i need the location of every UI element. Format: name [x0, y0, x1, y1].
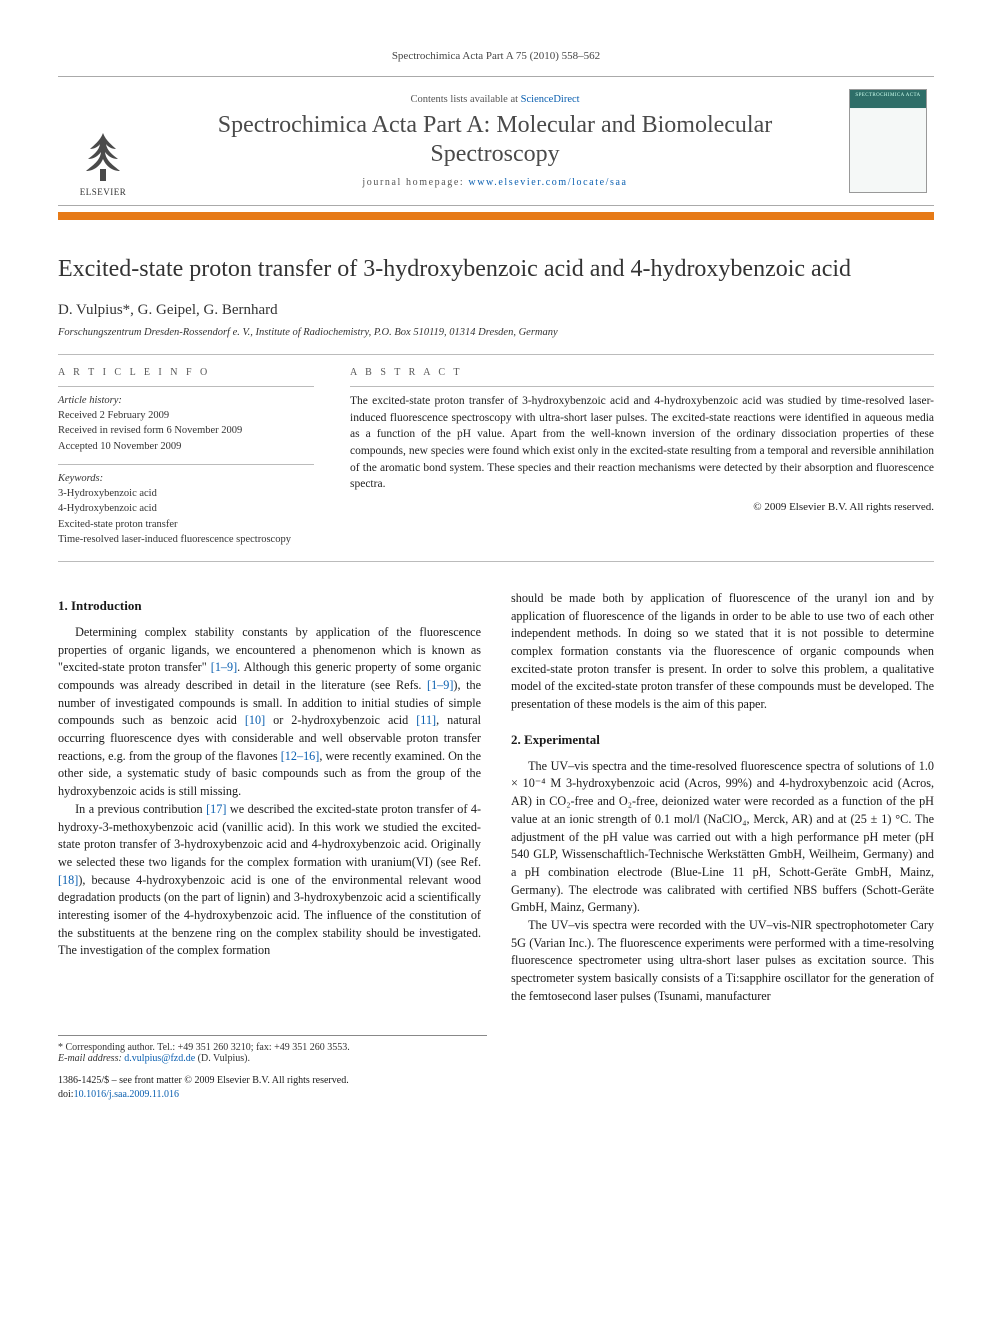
- front-matter-line: 1386-1425/$ – see front matter © 2009 El…: [58, 1074, 934, 1088]
- intro-para-1: Determining complex stability constants …: [58, 624, 481, 801]
- abstract-heading: A B S T R A C T: [350, 367, 934, 378]
- cover-thumb-block: SPECTROCHIMICA ACTA: [842, 77, 934, 205]
- keyword-1: 3-Hydroxybenzoic acid: [58, 486, 314, 501]
- journal-homepage-link[interactable]: www.elsevier.com/locate/saa: [468, 177, 627, 188]
- ref-12-16[interactable]: [12–16]: [281, 749, 320, 763]
- cover-thumb-label: SPECTROCHIMICA ACTA: [850, 93, 926, 98]
- ref-10[interactable]: [10]: [245, 713, 265, 727]
- p1d: or 2-hydroxybenzoic acid: [265, 713, 416, 727]
- journal-name: Spectrochimica Acta Part A: Molecular an…: [154, 111, 836, 169]
- p2a: In a previous contribution: [75, 802, 206, 816]
- ref-1-9a[interactable]: [1–9]: [211, 660, 237, 674]
- history-received: Received 2 February 2009: [58, 408, 314, 423]
- keywords-label: Keywords:: [58, 471, 314, 486]
- ref-11[interactable]: [11]: [416, 713, 436, 727]
- keyword-4: Time-resolved laser-induced fluorescence…: [58, 532, 314, 547]
- publisher-name: ELSEVIER: [80, 187, 127, 197]
- publisher-logo-block: ELSEVIER: [58, 77, 148, 205]
- exp-para-1: The UV–vis spectra and the time-resolved…: [511, 758, 934, 917]
- column-left: 1. Introduction Determining complex stab…: [58, 590, 481, 1005]
- journal-cover-thumb: SPECTROCHIMICA ACTA: [849, 89, 927, 193]
- elsevier-tree-icon: [77, 129, 129, 185]
- meta-row: A R T I C L E I N F O Article history: R…: [58, 361, 934, 547]
- history-label: Article history:: [58, 393, 314, 408]
- corresponding-author-footnote: * Corresponding author. Tel.: +49 351 26…: [58, 1035, 487, 1064]
- ref-18[interactable]: [18]: [58, 873, 78, 887]
- rule-below-meta: [58, 561, 934, 562]
- email-label: E-mail address:: [58, 1053, 124, 1064]
- affiliation: Forschungszentrum Dresden-Rossendorf e. …: [58, 327, 934, 338]
- article-info-heading: A R T I C L E I N F O: [58, 367, 314, 378]
- ref-17[interactable]: [17]: [206, 802, 226, 816]
- column-right: should be made both by application of fl…: [511, 590, 934, 1005]
- doi-link[interactable]: 10.1016/j.saa.2009.11.016: [74, 1089, 179, 1100]
- article-title: Excited-state proton transfer of 3-hydro…: [58, 254, 934, 284]
- history-revised: Received in revised form 6 November 2009: [58, 423, 314, 438]
- email-suffix: (D. Vulpius).: [195, 1053, 250, 1064]
- intro-para-2: In a previous contribution [17] we descr…: [58, 801, 481, 960]
- corr-email-link[interactable]: d.vulpius@fzd.de: [124, 1053, 195, 1064]
- abstract-body: The excited-state proton transfer of 3-h…: [350, 393, 934, 493]
- corr-author-line: * Corresponding author. Tel.: +49 351 26…: [58, 1042, 487, 1053]
- journal-homepage-line: journal homepage: www.elsevier.com/locat…: [154, 177, 836, 188]
- contents-prefix: Contents lists available at: [410, 94, 520, 105]
- sciencedirect-link[interactable]: ScienceDirect: [521, 94, 580, 105]
- rule-abstract: [350, 386, 934, 387]
- doi-prefix: doi:: [58, 1089, 74, 1100]
- orange-rule: [58, 212, 934, 220]
- contents-available-line: Contents lists available at ScienceDirec…: [154, 94, 836, 105]
- rule-above-meta: [58, 354, 934, 355]
- rule-keywords: [58, 464, 314, 465]
- homepage-prefix: journal homepage:: [362, 177, 468, 188]
- keyword-2: 4-Hydroxybenzoic acid: [58, 501, 314, 516]
- abstract-copyright: © 2009 Elsevier B.V. All rights reserved…: [350, 501, 934, 513]
- journal-masthead: ELSEVIER Contents lists available at Sci…: [58, 76, 934, 206]
- article-info-block: Article history: Received 2 February 200…: [58, 393, 314, 547]
- intro-para-3: should be made both by application of fl…: [511, 590, 934, 714]
- ref-1-9b[interactable]: [1–9]: [427, 678, 453, 692]
- page-footer: 1386-1425/$ – see front matter © 2009 El…: [58, 1074, 934, 1102]
- keyword-3: Excited-state proton transfer: [58, 517, 314, 532]
- section-experimental-heading: 2. Experimental: [511, 732, 934, 748]
- history-accepted: Accepted 10 November 2009: [58, 439, 314, 454]
- body-columns: 1. Introduction Determining complex stab…: [58, 590, 934, 1005]
- p2c: ), because 4-hydroxybenzoic acid is one …: [58, 873, 481, 958]
- authors-line: D. Vulpius*, G. Geipel, G. Bernhard: [58, 302, 934, 319]
- rule-info: [58, 386, 314, 387]
- exp-para-2: The UV–vis spectra were recorded with th…: [511, 917, 934, 1005]
- section-intro-heading: 1. Introduction: [58, 598, 481, 614]
- running-head: Spectrochimica Acta Part A 75 (2010) 558…: [58, 50, 934, 62]
